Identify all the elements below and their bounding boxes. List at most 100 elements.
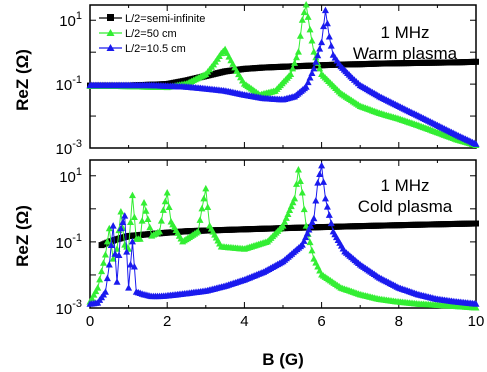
top-point-l-2-50-cm	[302, 1, 310, 8]
bottom-point-l-2-50-cm	[94, 284, 102, 291]
bottom-annotation-frequency: 1 MHz	[380, 176, 429, 195]
bottom-point-l-2-50-cm	[117, 208, 125, 215]
legend-marker-10-5cm	[106, 44, 115, 51]
bottom-point-l-2-50-cm	[289, 198, 297, 206]
bottom-point-l-2-10-5-cm	[105, 260, 113, 268]
bottom-point-l-2-50-cm	[165, 203, 173, 211]
bottom-point-l-2-50-cm	[294, 165, 302, 173]
top-point-l-2-10-5-cm	[318, 38, 326, 46]
bottom-y-tick-label: 10-1	[56, 232, 82, 252]
top-point-l-2-10-5-cm	[320, 22, 328, 30]
bottom-point-l-2-50-cm	[159, 206, 167, 213]
bottom-point-l-2-50-cm	[130, 213, 138, 220]
top-point-l-2-50-cm	[300, 8, 308, 16]
bottom-x-tick-label: 4	[240, 313, 248, 330]
bottom-point-l-2-50-cm	[88, 294, 96, 302]
bottom-point-l-2-50-cm	[472, 304, 480, 311]
bottom-point-l-2-10-5-cm	[321, 194, 329, 202]
bottom-point-l-2-10-5-cm	[109, 222, 117, 229]
bottom-point-l-2-50-cm	[98, 267, 106, 275]
legend-label-50cm: L/2=50 cm	[125, 28, 177, 40]
bottom-point-l-2-50-cm	[90, 291, 98, 298]
bottom-point-l-2-50-cm	[204, 203, 212, 211]
bottom-point-l-2-10-5-cm	[308, 218, 316, 226]
bottom-point-l-2-50-cm	[92, 287, 100, 295]
bottom-point-l-2-50-cm	[298, 189, 306, 196]
bottom-point-l-2-50-cm	[101, 251, 109, 258]
top-point-l-2-10-5-cm	[304, 78, 312, 86]
bottom-point-l-2-50-cm	[300, 205, 308, 213]
bottom-point-l-2-50-cm	[140, 199, 148, 206]
bottom-point-l-2-semi-infinite	[473, 220, 479, 227]
bottom-x-tick-label: 6	[317, 313, 325, 330]
bottom-point-l-2-50-cm	[127, 218, 135, 225]
bottom-point-l-2-50-cm	[282, 214, 290, 221]
top-point-l-2-10-5-cm	[323, 19, 331, 27]
bottom-point-l-2-50-cm	[100, 259, 108, 266]
top-point-l-2-50-cm	[287, 70, 295, 78]
bottom-point-l-2-10-5-cm	[128, 237, 136, 245]
top-point-l-2-50-cm	[310, 48, 318, 55]
legend-marker-50cm	[106, 29, 115, 36]
bottom-point-l-2-50-cm	[302, 222, 310, 229]
top-point-l-2-10-5-cm	[308, 69, 316, 76]
legend-marker-semi-infinite	[107, 14, 114, 21]
top-point-l-2-10-5-cm	[321, 6, 329, 14]
bottom-point-l-2-10-5-cm	[318, 161, 326, 169]
bottom-ticks: 0 2 4 6 8 10 10-3 10-1 101	[56, 160, 485, 330]
bottom-point-l-2-50-cm	[163, 189, 171, 196]
bottom-point-l-2-50-cm	[291, 194, 299, 202]
top-point-l-2-50-cm	[308, 37, 316, 44]
top-point-l-2-10-5-cm	[316, 45, 324, 52]
top-point-l-2-10-5-cm	[312, 58, 320, 65]
top-point-l-2-10-5-cm	[306, 74, 314, 81]
top-point-l-2-10-5-cm	[302, 83, 310, 90]
bottom-point-l-2-50-cm	[146, 223, 154, 231]
x-axis-label: B (G)	[262, 350, 304, 369]
bottom-point-l-2-50-cm	[281, 218, 289, 225]
bottom-point-l-2-50-cm	[109, 255, 117, 262]
bottom-annotation-plasma: Cold plasma	[358, 197, 453, 216]
bottom-point-l-2-10-5-cm	[323, 203, 331, 210]
top-y-tick-label: 10-1	[56, 74, 82, 94]
top-point-l-2-semi-infinite	[473, 58, 479, 65]
bottom-point-l-2-50-cm	[138, 217, 146, 224]
bottom-point-l-2-50-cm	[198, 204, 206, 212]
bottom-y-axis-label: ReZ (Ω)	[13, 205, 32, 267]
top-annotation-plasma: Warm plasma	[353, 44, 458, 63]
bottom-point-l-2-50-cm	[202, 184, 210, 192]
legend-label-semi-infinite: L/2=semi-infinite	[125, 13, 205, 25]
bottom-x-tick-label: 10	[468, 313, 485, 330]
bottom-point-l-2-10-5-cm	[101, 288, 109, 295]
top-point-l-2-50-cm	[306, 25, 314, 33]
bottom-point-l-2-10-5-cm	[117, 224, 125, 232]
bottom-point-l-2-50-cm	[200, 194, 208, 202]
bottom-point-l-2-10-5-cm	[103, 274, 111, 282]
bottom-point-l-2-50-cm	[144, 215, 152, 223]
bottom-point-l-2-50-cm	[286, 206, 294, 214]
bottom-x-tick-label: 0	[86, 313, 94, 330]
top-annotation-frequency: 1 MHz	[380, 23, 429, 42]
bottom-x-tick-label: 2	[163, 313, 171, 330]
bottom-point-l-2-10-5-cm	[314, 179, 322, 186]
bottom-point-l-2-10-5-cm	[472, 300, 480, 307]
bottom-point-l-2-50-cm	[142, 207, 150, 214]
bottom-point-l-2-10-5-cm	[130, 263, 138, 270]
bottom-point-l-2-10-5-cm	[300, 237, 308, 244]
top-point-l-2-50-cm	[316, 64, 324, 72]
bottom-point-l-2-50-cm	[296, 177, 304, 185]
bottom-point-l-2-10-5-cm	[302, 233, 310, 241]
top-point-l-2-50-cm	[291, 59, 299, 66]
bottom-point-l-2-50-cm	[306, 238, 314, 246]
bottom-point-l-2-50-cm	[196, 216, 204, 223]
bottom-point-l-2-10-5-cm	[123, 248, 131, 255]
top-point-l-2-10-5-cm	[325, 32, 333, 40]
bottom-point-l-2-10-5-cm	[113, 278, 121, 285]
top-y-axis-label: ReZ (Ω)	[13, 49, 32, 111]
bottom-point-l-2-50-cm	[103, 237, 111, 245]
bottom-point-l-2-50-cm	[287, 202, 295, 210]
bottom-point-l-2-50-cm	[105, 224, 113, 232]
bottom-point-l-2-10-5-cm	[127, 260, 135, 268]
top-point-l-2-50-cm	[294, 48, 302, 55]
